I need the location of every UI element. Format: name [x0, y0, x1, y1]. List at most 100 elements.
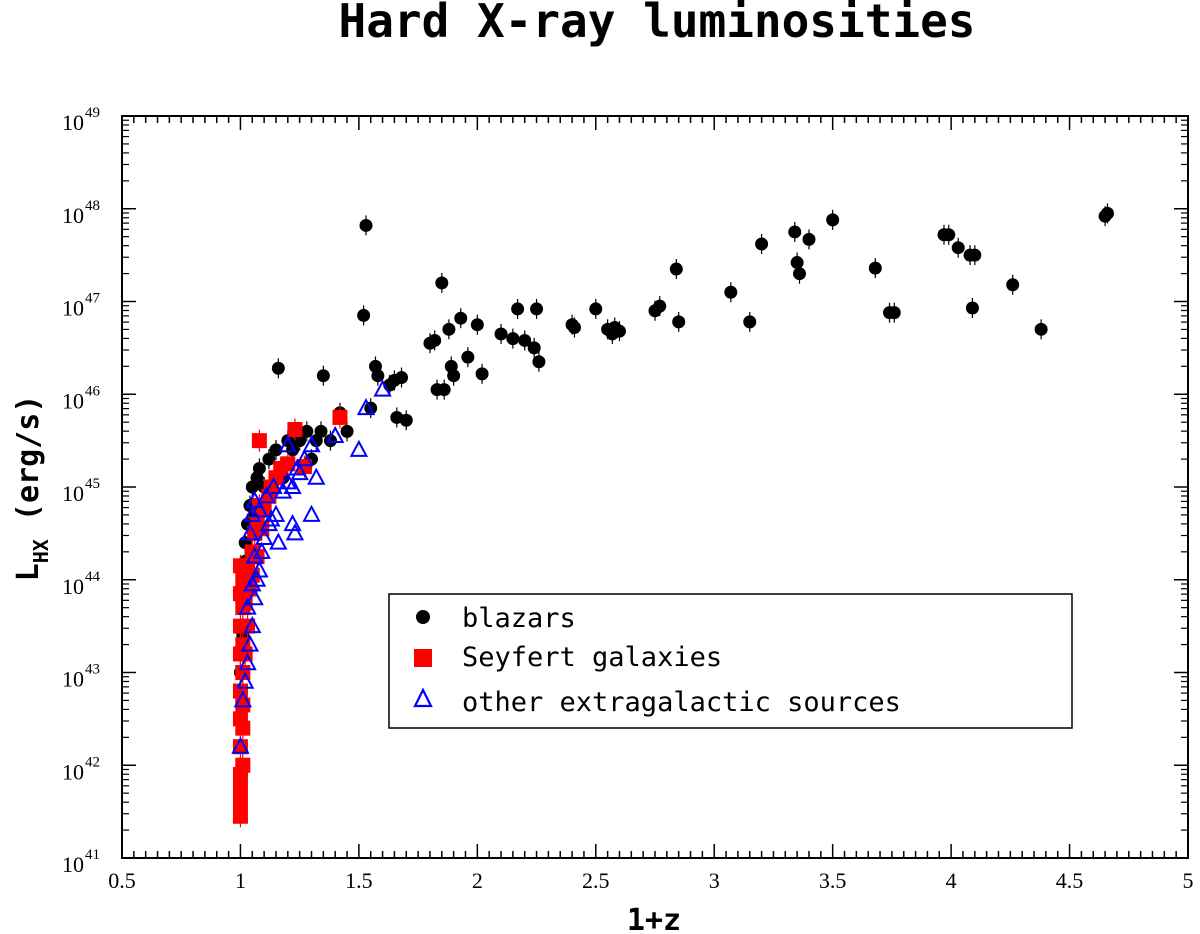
blazar-point [802, 232, 816, 246]
blazar-point [442, 322, 456, 336]
other-source-point [243, 504, 262, 522]
other-source-point [231, 736, 250, 754]
y-tick-label-base: 10 [62, 574, 84, 599]
y-tick-label-exponent: 48 [85, 198, 100, 214]
blazar-point [669, 262, 683, 276]
other-source-point [307, 467, 326, 485]
x-tick-label: 1 [235, 868, 246, 893]
blazar-point [494, 327, 508, 341]
blazar-point [724, 285, 738, 299]
blazar-point [371, 369, 385, 383]
blazar-point [527, 341, 541, 355]
other-source-point [233, 690, 252, 708]
other-source-point [240, 523, 260, 541]
blazar-point [461, 350, 475, 364]
blazar-point [793, 267, 807, 281]
other-source-point [245, 588, 264, 606]
blazar-point [271, 361, 285, 375]
blazar-point [316, 369, 330, 383]
x-tick-label: 2 [472, 868, 483, 893]
legend-label-other: other extragalactic sources [462, 687, 901, 718]
other-source-point [349, 439, 369, 457]
blazar-point [530, 302, 544, 316]
blazar-point [293, 434, 307, 448]
blazar-point [357, 308, 371, 322]
blazar-point [447, 369, 461, 383]
legend-box [388, 593, 1073, 729]
x-tick-label: 0.5 [108, 868, 136, 893]
blazar-point [511, 302, 525, 316]
legend-marker-other [413, 687, 433, 708]
blazar-point [965, 301, 979, 315]
seyfert-point [232, 780, 248, 796]
other-source-point [373, 379, 392, 397]
other-source-point [236, 671, 255, 689]
legend-marker-blazars [416, 610, 430, 624]
y-tick-label-base: 10 [62, 110, 84, 135]
other-source-point [269, 532, 288, 550]
other-source-point [243, 574, 262, 592]
seyfert-point [332, 409, 348, 425]
y-axis-label: LHX (erg/s) [11, 395, 53, 582]
data-points [231, 203, 1114, 828]
x-tick-label: 4 [946, 868, 957, 893]
seyfert-point [296, 459, 312, 475]
other-source-point [295, 449, 314, 467]
other-source-point [262, 509, 281, 527]
seyfert-point [287, 421, 303, 437]
other-source-point [257, 486, 276, 504]
other-source-point [264, 476, 283, 494]
blazar-point [743, 315, 757, 329]
blazar-point [454, 311, 468, 325]
other-source-point [278, 435, 297, 453]
blazar-point [340, 424, 354, 438]
other-source-point [283, 513, 302, 532]
y-tick-label-base: 10 [62, 759, 84, 784]
seyfert-point [251, 433, 267, 449]
blazar-point [252, 461, 266, 475]
y-tick-label-exponent: 42 [85, 754, 100, 770]
seyfert-point [235, 697, 251, 713]
blazar-point [286, 443, 300, 457]
x-tick-labels: 0.5 1 1.5 2 2.5 3 3.5 4 4.5 5 [108, 868, 1193, 893]
other-source-point [302, 504, 321, 522]
legend-label-seyfert: Seyfert galaxies [462, 642, 722, 673]
blazar-point [788, 225, 802, 239]
y-tick-label-base: 10 [62, 852, 84, 877]
blazar-point [323, 434, 337, 448]
blazar-point [589, 302, 603, 316]
x-tick-label: 4.5 [1056, 868, 1084, 893]
y-tick-label-exponent: 44 [85, 569, 101, 585]
other-source-point [326, 425, 345, 443]
blazar-point [826, 213, 840, 227]
blazar-point [1034, 322, 1048, 336]
other-source-point [285, 523, 305, 541]
other-source-point [250, 500, 269, 518]
blazar-point [437, 383, 451, 397]
blazar-point [395, 371, 409, 385]
other-source-point [243, 616, 262, 634]
x-tick-label: 3.5 [819, 868, 847, 893]
other-source-point [252, 541, 271, 559]
other-source-point [288, 458, 307, 476]
blazar-point [470, 318, 484, 332]
other-source-point [238, 653, 257, 671]
blazar-point [269, 443, 283, 457]
seyfert-point [280, 456, 296, 472]
x-axis-label: 1+z [627, 903, 681, 934]
other-source-point [245, 546, 264, 564]
other-source-point [302, 435, 321, 453]
blazar-point [887, 306, 901, 320]
y-axis-label-main: L [11, 563, 46, 581]
svg-text:LHX (erg/s): LHX (erg/s) [11, 395, 53, 582]
blazar-point [612, 324, 626, 338]
blazar-point [518, 333, 532, 347]
y-tick-label-base: 10 [62, 388, 84, 413]
y-tick-label-exponent: 43 [85, 662, 100, 678]
blazar-point [1100, 206, 1114, 220]
blazar-point [951, 241, 965, 255]
blazar-point [790, 256, 804, 270]
other-source-point [283, 476, 302, 494]
other-source-point [356, 398, 376, 416]
